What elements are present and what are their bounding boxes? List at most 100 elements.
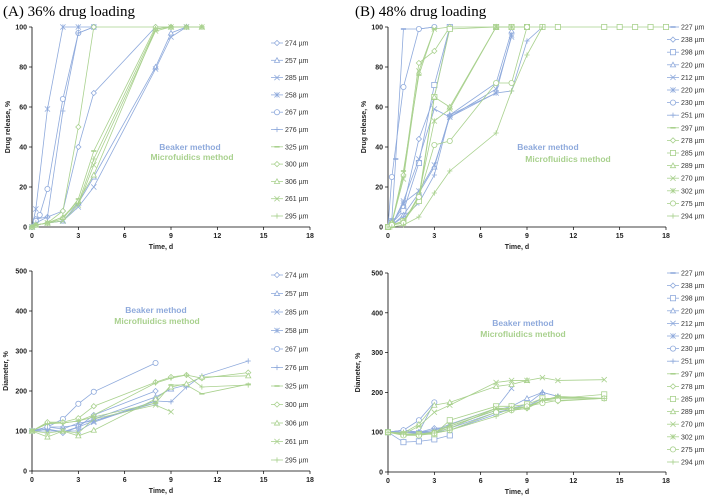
marker-shape (416, 156, 422, 162)
legend-plus-marker (670, 459, 676, 465)
marker-shape (44, 220, 51, 226)
marker-shape (152, 359, 159, 366)
marker-shape (669, 36, 677, 43)
x-tick-label: 6 (479, 478, 483, 485)
marker-shape (29, 428, 35, 434)
series-line (31, 26, 171, 228)
marker-shape (274, 327, 280, 334)
legend-circle-marker (273, 345, 280, 352)
marker-shape (669, 383, 677, 390)
legend-item: 302 µm (667, 187, 705, 195)
legend-item: 298 µm (667, 295, 705, 303)
legend-item: 220 µm (667, 307, 705, 315)
marker-shape (60, 420, 66, 426)
marker-shape (75, 204, 82, 210)
data-point-x-marker (446, 402, 453, 409)
data-point-circle-marker (508, 80, 515, 87)
series-line (31, 26, 94, 228)
marker-shape (493, 90, 499, 96)
marker-shape (416, 214, 422, 220)
marker-shape (400, 431, 407, 437)
y-tick-label: 100 (371, 25, 383, 32)
marker-shape (90, 171, 98, 178)
legend-label: 257 µm (285, 291, 309, 298)
marker-shape (446, 402, 453, 409)
marker-shape (75, 424, 81, 430)
chart-panel-0: (A) 36% drug loading 0 3 6 9 12 15 18 0 20 40 60 80 1… (3, 4, 314, 251)
legend-item: 285 µm (667, 149, 705, 158)
data-point-plus-marker (152, 26, 159, 32)
marker-shape (75, 30, 81, 36)
data-point-x-marker (555, 377, 561, 384)
data-point-triangle-marker (90, 171, 98, 178)
series-306m (28, 372, 252, 440)
legend-label: 258 µm (285, 92, 309, 99)
y-tick-label: 200 (371, 390, 383, 397)
marker-shape (389, 224, 395, 230)
legend-item: 285 µm (271, 74, 309, 82)
legend-item: 258 µm (271, 327, 309, 335)
data-point-plus-marker (493, 413, 499, 419)
series-325m (29, 26, 205, 228)
data-point-plus-marker (91, 412, 97, 418)
data-point-plus-marker (447, 168, 453, 174)
data-point-plus-marker (416, 214, 422, 220)
data-point-diamond-marker (152, 387, 159, 395)
marker-shape (273, 271, 281, 279)
marker-shape (274, 92, 280, 98)
marker-shape (183, 380, 190, 387)
y-tick-label: 200 (15, 389, 27, 396)
x-tick-label: 0 (386, 233, 390, 240)
data-point-x-marker (75, 430, 82, 436)
data-point-asterisk-marker (60, 24, 66, 30)
x-tick-label: 15 (260, 477, 268, 484)
legend-item: 300 µm (271, 160, 309, 169)
marker-shape (400, 200, 407, 206)
legend-label: 274 µm (285, 273, 309, 280)
legend-label: 295 µm (285, 214, 309, 221)
marker-shape (670, 99, 677, 106)
data-point-asterisk-marker (493, 24, 499, 30)
data-point-square-marker (632, 23, 639, 30)
x-tick-label: 18 (306, 233, 314, 240)
marker-shape (90, 388, 97, 395)
legend-diamond-marker (669, 137, 677, 144)
legend-x-marker (274, 74, 280, 81)
marker-shape (632, 23, 639, 30)
legend-item: 295 µm (271, 213, 309, 221)
data-point-x-marker (90, 416, 97, 422)
legend-item: 285 µm (667, 395, 705, 404)
marker-shape (670, 49, 677, 56)
legend-label: 258 µm (285, 328, 309, 335)
marker-shape (274, 213, 280, 219)
marker-shape (245, 358, 251, 364)
series-267m (28, 23, 97, 230)
marker-shape (669, 307, 677, 314)
legend-circle-marker (273, 109, 280, 116)
legend-asterisk-marker (274, 92, 280, 98)
data-point-plus-marker (168, 375, 174, 381)
series-258m (29, 24, 97, 230)
marker-shape (152, 402, 159, 408)
legend-label: 295 µm (285, 458, 309, 465)
data-point-plus-marker (29, 428, 35, 434)
chart-panel-1: (B) 48% drug loading 0 3 6 9 12 15 18 0 20 40 60 80 1… (355, 4, 705, 251)
legend-item: 275 µm (667, 446, 705, 454)
legend-item: 276 µm (271, 364, 309, 372)
marker-shape (90, 426, 98, 433)
data-point-triangle-marker (431, 401, 438, 408)
marker-shape (446, 25, 453, 32)
series-line (387, 36, 512, 228)
legend-label: 212 µm (681, 75, 705, 82)
data-point-plus-marker (431, 172, 437, 178)
legend-plus-marker (670, 213, 676, 219)
legend-x-marker (670, 421, 676, 428)
marker-shape (493, 413, 499, 419)
data-point-plus-marker (91, 156, 97, 162)
legend-label: 261 µm (285, 439, 309, 446)
marker-shape (167, 383, 175, 390)
legend-item: 294 µm (667, 459, 705, 467)
marker-shape (152, 395, 159, 402)
legend-circle-marker (670, 345, 677, 352)
marker-shape (670, 213, 676, 219)
